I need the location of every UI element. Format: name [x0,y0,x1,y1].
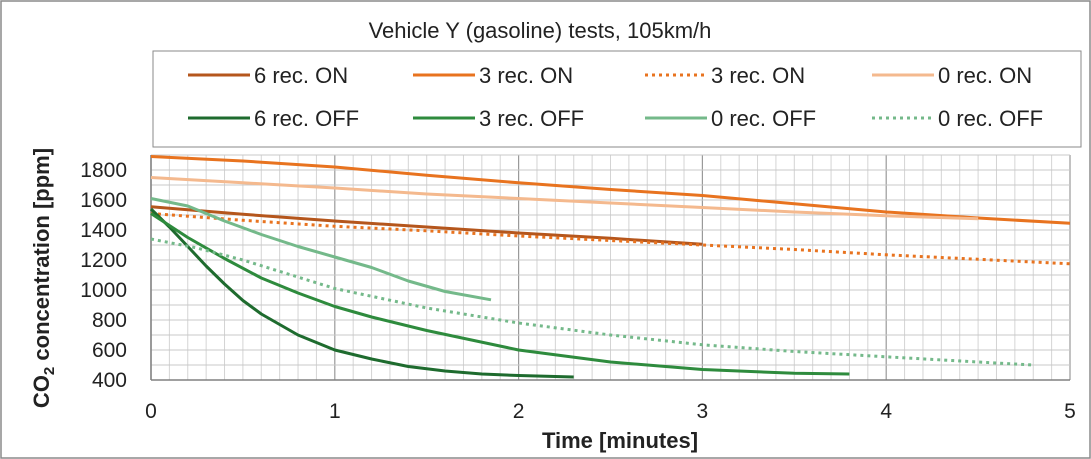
y-tick-label: 1200 [80,249,127,272]
x-tick-label: 2 [513,400,525,423]
series-line-5 [149,207,574,379]
series-line-7 [150,197,492,302]
legend-label: 0 rec. OFF [711,106,816,131]
y-tick-label: 1600 [80,189,127,212]
x-axis-label: Time [minutes] [542,428,698,453]
x-tick-label: 4 [880,400,892,423]
x-tick-label: 3 [697,400,709,423]
y-axis-label-sub: 2 [41,367,58,375]
x-tick-labels: 0 1 2 3 4 5 [145,400,1076,423]
series-line-1 [150,205,703,246]
series-line-4 [150,176,979,221]
y-tick-label: 400 [92,369,127,392]
y-axis-label-main: CO [29,375,54,408]
y-axis-label-rest: concentration [ppm] [29,148,54,367]
legend-label: 3 rec. ON [479,63,573,88]
y-tick-label: 1800 [80,159,127,182]
legend-label: 3 rec. ON [711,63,805,88]
y-tick-label: 1400 [80,219,127,242]
legend-label: 3 rec. OFF [479,106,584,131]
legend-box [152,50,1082,148]
chart-title: Vehicle Y (gasoline) tests, 105km/h [369,18,712,43]
x-tick-label: 5 [1064,400,1076,423]
grid [150,154,1071,381]
legend-label: 6 rec. OFF [254,106,359,131]
x-tick-label: 1 [329,400,341,423]
y-axis-label: CO2 concentration [ppm] [29,148,58,408]
y-tick-label: 800 [92,309,127,332]
legend-label: 0 rec. OFF [938,106,1043,131]
legend: 6 rec. ON 3 rec. ON 3 rec. ON 0 rec. ON 6 re… [188,63,1043,131]
y-tick-label: 1000 [80,279,127,302]
y-tick-labels: 400 600 800 1000 1200 1400 1600 1800 [80,159,127,392]
legend-label: 0 rec. ON [938,63,1032,88]
series-layer [149,155,1071,379]
series-line-8 [150,237,1034,367]
y-tick-label: 600 [92,339,127,362]
x-tick-label: 0 [145,400,157,423]
legend-label: 6 rec. ON [254,63,348,88]
series-line-2 [150,155,1071,225]
series-line-6 [150,212,850,376]
